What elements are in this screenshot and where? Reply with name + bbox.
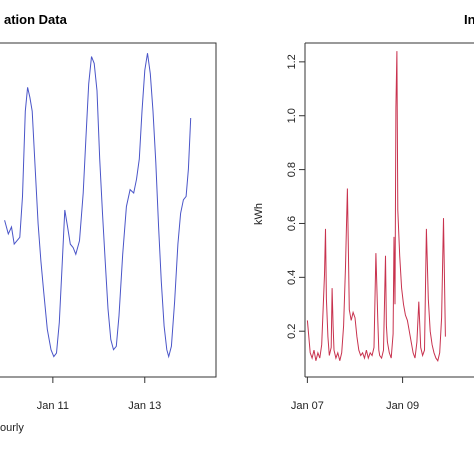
y-tick-label: 0.4 — [286, 270, 298, 285]
right-chart-title: In — [464, 12, 474, 27]
x-tick-label: Jan 09 — [386, 400, 419, 412]
y-tick-label: 0.8 — [286, 162, 298, 177]
left-plot-frame — [0, 42, 217, 378]
right-series-line — [306, 51, 446, 362]
y-tick-label: 0.6 — [286, 216, 298, 231]
left-x-axis: Jan 11 Jan 13 — [37, 377, 161, 412]
left-panel: ation Data Jan 11 Jan 13 ourly — [0, 12, 217, 434]
x-tick-label: Jan 11 — [37, 400, 69, 412]
left-series-line — [4, 53, 192, 359]
right-y-axis: 0.2 0.4 0.6 0.8 1.0 1.2 — [286, 54, 305, 339]
right-x-axis: Jan 07 Jan 09 — [291, 377, 419, 412]
y-tick-label: 1.0 — [286, 108, 298, 123]
x-tick-label: Jan 07 — [291, 400, 324, 412]
left-caption: ourly — [0, 422, 24, 434]
right-y-axis-label: kWh — [253, 203, 265, 225]
left-chart-title: ation Data — [4, 12, 68, 27]
right-panel: In kWh 0.2 0.4 0.6 0.8 1.0 1.2 Jan 07 Jan 09 — [253, 12, 474, 412]
x-tick-label: Jan 13 — [128, 400, 161, 412]
y-tick-label: 1.2 — [286, 54, 298, 69]
y-tick-label: 0.2 — [286, 324, 298, 339]
